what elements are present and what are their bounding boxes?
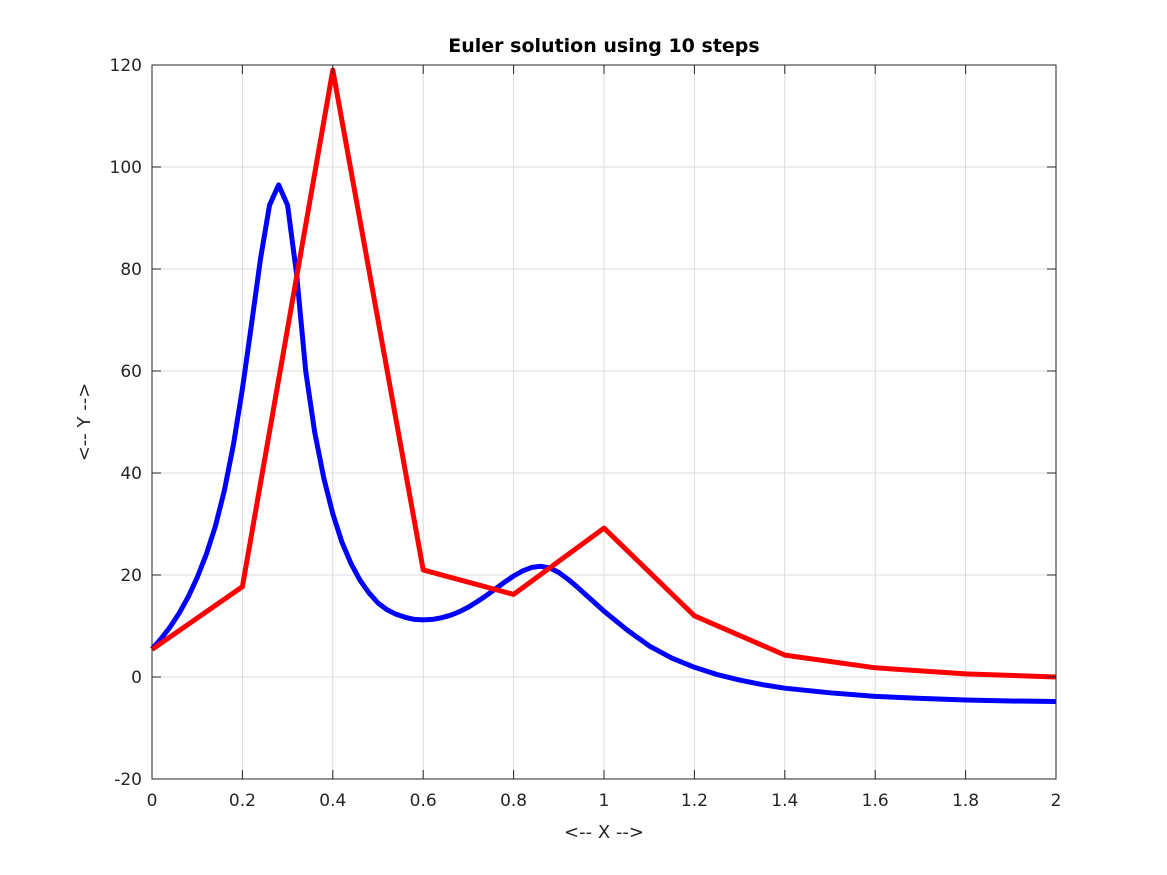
x-tick-label: 0.6 — [410, 791, 437, 811]
x-tick-label: 0.8 — [500, 791, 527, 811]
ticks — [151, 64, 1057, 780]
x-tick-label: 0 — [147, 791, 158, 811]
x-tick-label: 1.8 — [952, 791, 979, 811]
x-tick-label: 1.2 — [681, 791, 708, 811]
y-tick-label: 100 — [110, 158, 142, 178]
tick-labels: 0 0.2 0.4 0.6 0.8 1 1.2 1.4 1.6 1.8 2-200204060801… — [110, 56, 1062, 811]
x-tick-label: 1.6 — [862, 791, 889, 811]
y-tick-label: -20 — [114, 770, 142, 790]
y-tick-label: 120 — [110, 56, 142, 76]
y-axis-label: <-- Y --> — [74, 383, 95, 462]
x-axis-label: <-- X --> — [564, 822, 644, 843]
x-tick-label: 1 — [599, 791, 610, 811]
series-line-0 — [150, 182, 1057, 704]
x-tick-label: 2 — [1051, 791, 1062, 811]
x-tick-label: 0.4 — [319, 791, 346, 811]
series-line-1 — [150, 67, 1057, 680]
y-tick-label: 0 — [131, 668, 142, 688]
x-tick-label: 0.2 — [229, 791, 256, 811]
y-tick-label: 20 — [120, 566, 142, 586]
y-tick-label: 80 — [120, 260, 142, 280]
x-tick-label: 1.4 — [771, 791, 798, 811]
series-layer — [150, 67, 1057, 704]
y-tick-label: 40 — [120, 464, 142, 484]
y-tick-label: 60 — [120, 362, 142, 382]
chart-title: Euler solution using 10 steps — [448, 35, 759, 57]
